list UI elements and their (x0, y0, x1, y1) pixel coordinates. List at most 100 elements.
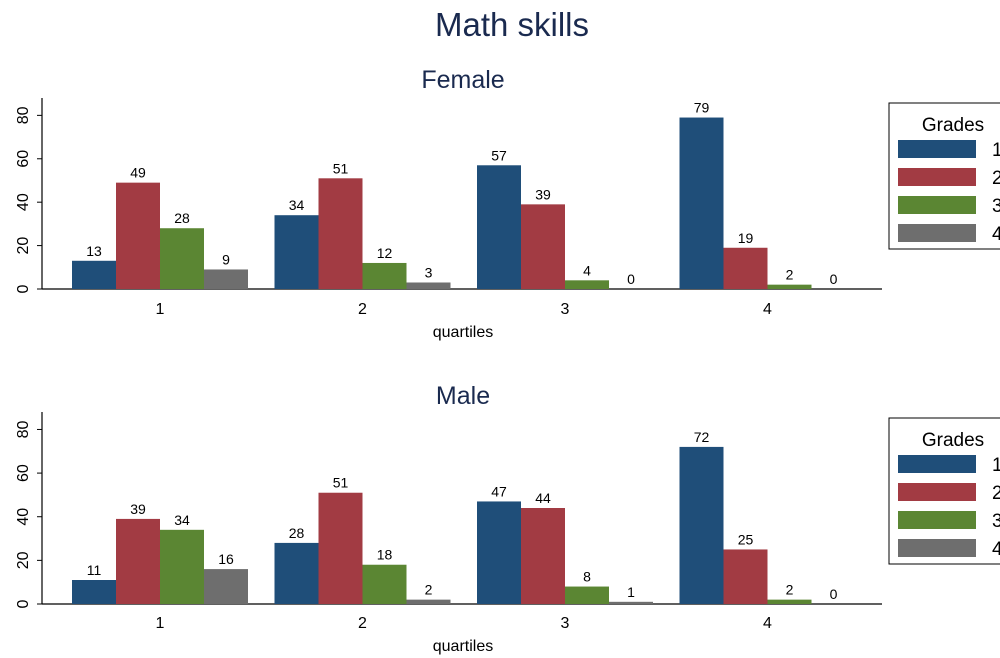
bar (362, 564, 407, 604)
data-label: 25 (738, 531, 754, 547)
data-label: 49 (130, 165, 146, 181)
legend-swatch (898, 140, 976, 158)
legend-label: 1 (992, 140, 1000, 161)
x-tick-label: 1 (156, 301, 165, 318)
data-label: 51 (333, 475, 349, 491)
data-label: 28 (289, 525, 305, 541)
bar (723, 549, 768, 604)
legend-label: 3 (992, 196, 1000, 217)
bar (477, 501, 521, 604)
data-label: 39 (535, 186, 551, 202)
data-label: 2 (786, 267, 794, 283)
bar (318, 492, 363, 604)
legend-title: Grades (922, 115, 984, 136)
data-label: 1 (627, 584, 635, 600)
y-tick-label: 20 (15, 237, 32, 255)
data-label: 18 (377, 547, 393, 563)
bar (477, 165, 521, 289)
bar (116, 518, 160, 604)
bar (274, 542, 319, 604)
bar (274, 215, 319, 289)
bar (767, 599, 812, 604)
y-tick-label: 0 (15, 599, 32, 608)
data-label: 47 (491, 483, 507, 499)
x-tick-label: 4 (763, 301, 772, 318)
data-label: 8 (583, 569, 591, 585)
x-tick-label: 2 (358, 615, 367, 632)
bar (406, 282, 451, 289)
bar (204, 269, 248, 289)
data-label: 72 (694, 429, 710, 445)
data-label: 2 (786, 582, 794, 598)
data-label: 2 (425, 582, 433, 598)
panel-1: Female0204060801349289134511232573940379… (15, 66, 1000, 341)
bar (160, 529, 204, 604)
bar (521, 204, 565, 289)
y-tick-label: 40 (15, 508, 32, 526)
data-label: 0 (627, 271, 635, 287)
bar (406, 599, 451, 604)
data-label: 34 (289, 197, 305, 213)
bar (723, 247, 768, 289)
panel-title: Male (436, 382, 490, 410)
x-tick-label: 3 (561, 301, 570, 318)
legend-label: 2 (992, 483, 1000, 504)
legend-swatch (898, 539, 976, 557)
bar (767, 284, 812, 289)
bar (72, 580, 116, 604)
y-tick-label: 40 (15, 193, 32, 211)
data-label: 4 (583, 262, 591, 278)
y-tick-label: 60 (15, 150, 32, 168)
y-tick-label: 0 (15, 284, 32, 293)
legend-label: 2 (992, 168, 1000, 189)
y-tick-label: 80 (15, 420, 32, 438)
legend-swatch (898, 455, 976, 473)
legend-label: 1 (992, 455, 1000, 476)
legend-title: Grades (922, 430, 984, 451)
x-axis-label: quartiles (433, 324, 493, 341)
x-tick-label: 4 (763, 615, 772, 632)
legend-swatch (898, 196, 976, 214)
data-label: 3 (425, 264, 433, 280)
legend-swatch (898, 168, 976, 186)
y-tick-label: 80 (15, 106, 32, 124)
data-label: 39 (130, 501, 146, 517)
chart-title: Math skills (435, 6, 589, 43)
data-label: 12 (377, 245, 393, 261)
bar (679, 446, 724, 604)
bar (362, 262, 407, 289)
panel-title: Female (421, 66, 504, 94)
data-label: 79 (694, 100, 710, 116)
bar (204, 569, 248, 604)
y-tick-label: 20 (15, 551, 32, 569)
data-label: 9 (222, 251, 230, 267)
x-tick-label: 2 (358, 301, 367, 318)
bar (565, 280, 609, 289)
data-label: 44 (535, 490, 551, 506)
x-tick-label: 3 (561, 615, 570, 632)
bar (565, 586, 609, 604)
data-label: 57 (491, 147, 507, 163)
legend-swatch (898, 224, 976, 242)
legend-label: 4 (992, 539, 1000, 560)
data-label: 11 (87, 562, 102, 578)
legend: Grades 1 2 3 4 (888, 102, 1000, 250)
x-axis-label: quartiles (433, 638, 493, 655)
x-tick-label: 1 (156, 615, 165, 632)
data-label: 28 (174, 210, 190, 226)
bar (72, 260, 116, 289)
legend-swatch (898, 511, 976, 529)
legend: Grades 1 2 3 4 (888, 417, 1000, 565)
legend-label: 4 (992, 224, 1000, 245)
data-label: 16 (218, 551, 234, 567)
y-tick-label: 60 (15, 464, 32, 482)
data-label: 0 (830, 586, 838, 602)
data-label: 19 (738, 230, 754, 246)
bar (160, 228, 204, 289)
bar (679, 117, 724, 289)
data-label: 34 (174, 512, 190, 528)
legend-label: 3 (992, 511, 1000, 532)
data-label: 0 (830, 271, 838, 287)
